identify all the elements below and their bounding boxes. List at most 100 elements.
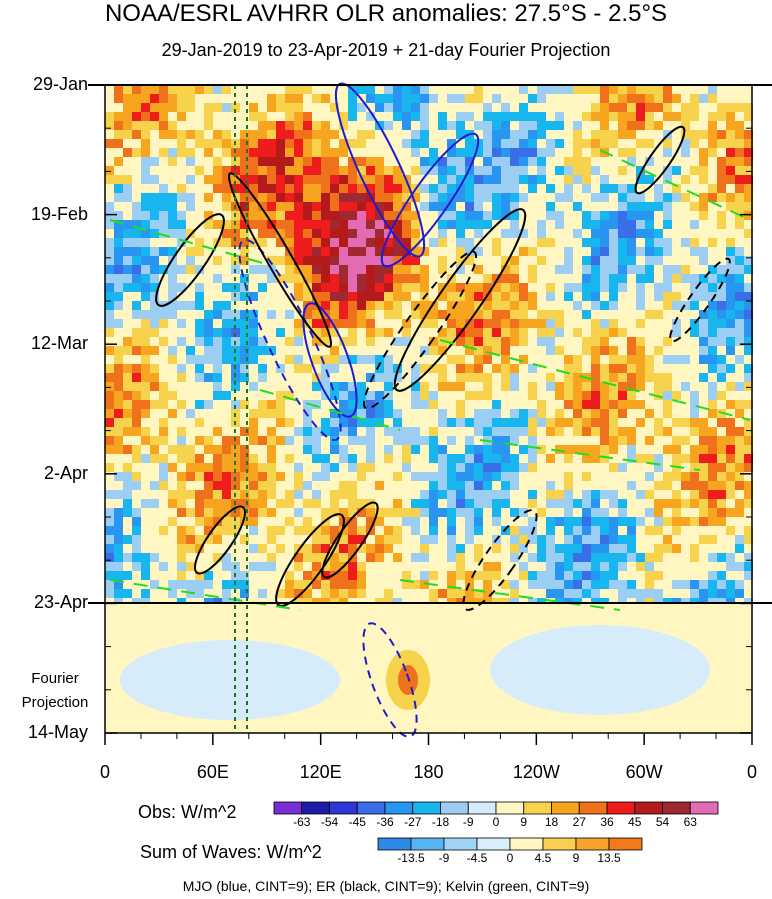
field-cell [429, 202, 438, 211]
field-cell [348, 589, 357, 598]
field-cell [429, 490, 438, 499]
field-cell [609, 418, 618, 427]
field-cell [582, 535, 591, 544]
field-cell [573, 139, 582, 148]
field-cell [474, 373, 483, 382]
field-cell [726, 238, 735, 247]
field-cell [591, 508, 600, 517]
field-cell [465, 589, 474, 598]
field-cell [690, 418, 699, 427]
field-cell [618, 391, 627, 400]
field-cell [609, 373, 618, 382]
field-cell [213, 220, 222, 229]
field-cell [699, 337, 708, 346]
field-cell [294, 328, 303, 337]
field-cell [105, 391, 114, 400]
field-cell [384, 535, 393, 544]
field-cell [294, 157, 303, 166]
field-cell [672, 328, 681, 337]
field-cell [321, 418, 330, 427]
field-cell [330, 328, 339, 337]
field-cell [204, 490, 213, 499]
field-cell [366, 301, 375, 310]
field-cell [168, 310, 177, 319]
field-cell [681, 121, 690, 130]
field-cell [258, 238, 267, 247]
field-cell [303, 256, 312, 265]
field-cell [600, 265, 609, 274]
field-cell [492, 283, 501, 292]
field-cell [105, 382, 114, 391]
field-cell [222, 526, 231, 535]
field-cell [690, 202, 699, 211]
field-cell [618, 238, 627, 247]
field-cell [321, 562, 330, 571]
x-tick-label: 0 [99, 762, 110, 782]
field-cell [663, 301, 672, 310]
field-cell [645, 310, 654, 319]
field-cell [501, 148, 510, 157]
field-cell [150, 328, 159, 337]
field-cell [519, 148, 528, 157]
field-cell [240, 292, 249, 301]
field-cell [627, 454, 636, 463]
field-cell [321, 508, 330, 517]
field-cell [132, 508, 141, 517]
waves-colorbar-tick-label: -13.5 [397, 851, 425, 865]
field-cell [492, 130, 501, 139]
field-cell [411, 211, 420, 220]
field-cell [474, 247, 483, 256]
field-cell [474, 85, 483, 94]
field-cell [465, 238, 474, 247]
field-cell [303, 139, 312, 148]
field-cell [222, 463, 231, 472]
field-cell [609, 283, 618, 292]
field-cell [717, 175, 726, 184]
field-cell [294, 85, 303, 94]
field-cell [411, 274, 420, 283]
field-cell [546, 139, 555, 148]
field-cell [222, 301, 231, 310]
field-cell [123, 508, 132, 517]
field-cell [519, 319, 528, 328]
field-cell [456, 472, 465, 481]
field-cell [474, 220, 483, 229]
field-cell [357, 472, 366, 481]
field-cell [474, 301, 483, 310]
field-cell [348, 409, 357, 418]
field-cell [474, 589, 483, 598]
field-cell [141, 256, 150, 265]
field-cell [447, 166, 456, 175]
field-cell [186, 445, 195, 454]
field-cell [384, 373, 393, 382]
field-cell [564, 184, 573, 193]
field-cell [465, 337, 474, 346]
field-cell [537, 571, 546, 580]
field-cell [186, 94, 195, 103]
field-cell [627, 580, 636, 589]
field-cell [222, 391, 231, 400]
field-cell [474, 409, 483, 418]
field-cell [258, 373, 267, 382]
field-cell [708, 274, 717, 283]
field-cell [735, 274, 744, 283]
field-cell [735, 328, 744, 337]
field-cell [321, 220, 330, 229]
field-cell [240, 148, 249, 157]
field-cell [285, 202, 294, 211]
field-cell [186, 409, 195, 418]
field-cell [231, 103, 240, 112]
field-cell [735, 508, 744, 517]
field-cell [393, 85, 402, 94]
field-cell [141, 400, 150, 409]
field-cell [312, 94, 321, 103]
field-cell [411, 400, 420, 409]
field-cell [141, 373, 150, 382]
field-cell [429, 364, 438, 373]
field-cell [357, 409, 366, 418]
field-cell [357, 229, 366, 238]
field-cell [141, 166, 150, 175]
field-cell [519, 175, 528, 184]
field-cell [645, 508, 654, 517]
field-cell [546, 85, 555, 94]
